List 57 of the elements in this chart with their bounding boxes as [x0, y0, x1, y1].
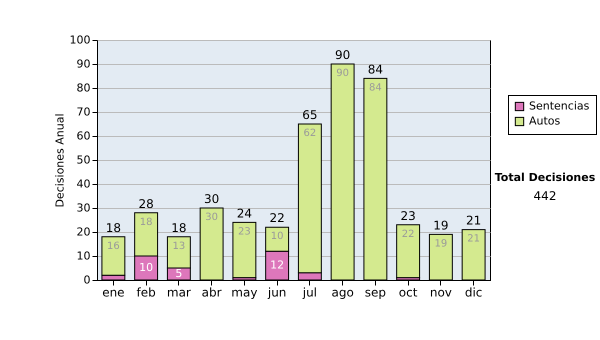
x-tick-label: jul — [302, 286, 318, 300]
data-label: 22 — [402, 228, 414, 240]
total-label: 22 — [269, 211, 285, 226]
total-label: 65 — [302, 108, 318, 122]
x-tick-label: sep — [364, 286, 386, 300]
total-label: 18 — [171, 220, 187, 235]
data-label: 30 — [205, 212, 218, 223]
x-tick-label: dic — [464, 286, 482, 300]
data-label: 13 — [172, 240, 186, 252]
data-label: 84 — [369, 82, 382, 94]
data-label: 10 — [139, 261, 154, 274]
y-tick-label: 70 — [76, 106, 90, 118]
data-label: 12 — [270, 258, 284, 272]
data-label: 23 — [238, 226, 251, 238]
y-tick-label: 50 — [76, 154, 90, 166]
data-label: 16 — [107, 240, 120, 252]
data-label: 10 — [270, 231, 284, 242]
legend-label: Sentencias — [529, 100, 590, 112]
total-label: 18 — [106, 220, 122, 235]
x-tick-label: ago — [331, 286, 354, 300]
y-tick-label: 10 — [76, 250, 90, 262]
y-tick-label: 60 — [76, 130, 90, 142]
y-tick-label: 100 — [70, 34, 90, 46]
data-label: 90 — [336, 68, 349, 79]
data-label: 19 — [434, 238, 448, 250]
total-label: 21 — [466, 214, 482, 228]
total-label: 24 — [236, 206, 252, 220]
x-tick-label: ene — [102, 286, 125, 300]
x-tick-label: nov — [430, 286, 452, 300]
y-tick-label: 90 — [76, 58, 90, 70]
data-label: 5 — [175, 267, 182, 280]
total-label: 28 — [138, 196, 154, 211]
text: Total Decisiones — [494, 171, 596, 184]
x-tick-label: feb — [136, 286, 156, 300]
total-label: 90 — [334, 48, 350, 62]
y-tick-label: 0 — [84, 274, 90, 286]
bar — [396, 224, 420, 278]
y-tick-label: 80 — [76, 82, 90, 94]
y-axis-title: Decisiones Anual — [54, 113, 67, 208]
y-tick-label: 30 — [76, 202, 90, 214]
x-tick-label: may — [231, 286, 258, 300]
data-label: 18 — [140, 216, 152, 228]
data-label: 21 — [467, 234, 480, 245]
y-tick-label: 20 — [76, 226, 90, 238]
data-label: 62 — [304, 128, 316, 139]
x-tick-label: jun — [266, 286, 286, 300]
total-label: 30 — [204, 192, 220, 206]
y-tick-label: 40 — [76, 178, 90, 190]
total-label: 84 — [368, 62, 384, 76]
x-tick-label: mar — [166, 286, 191, 300]
x-tick-label: abr — [202, 286, 222, 300]
bar — [232, 222, 256, 278]
text: 442 — [534, 189, 556, 203]
x-tick-label: oct — [398, 286, 418, 300]
legend-label: Autos — [529, 114, 561, 128]
total-label: 23 — [400, 208, 416, 223]
total-label: 19 — [433, 218, 449, 232]
